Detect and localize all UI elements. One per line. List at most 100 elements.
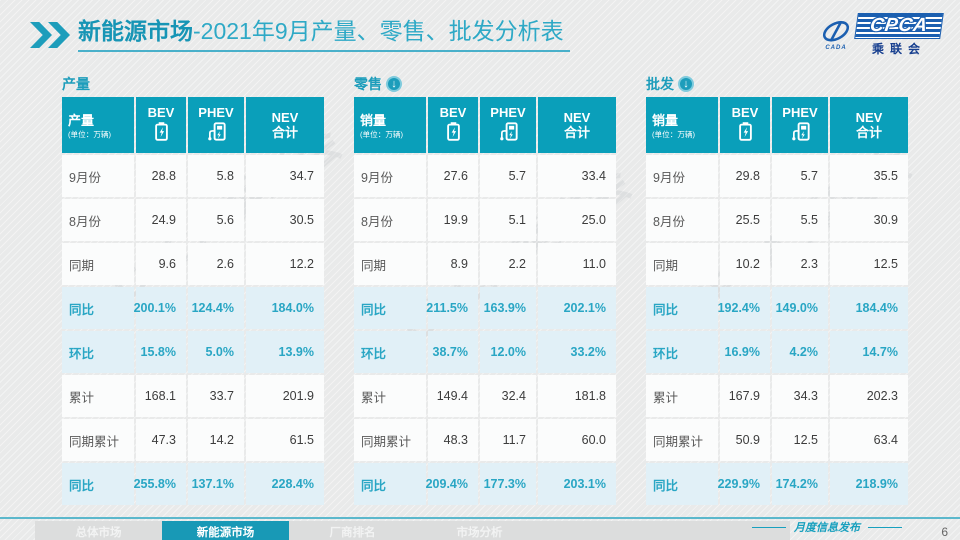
table-row: 同期 10.2 2.3 12.5: [646, 243, 911, 285]
footer-caption: 月度信息发布: [752, 519, 902, 535]
wholesale-section: 批发 ↓ 销量 (单位：万辆) BEV PHEV: [646, 74, 911, 507]
row-label: 累计: [646, 375, 718, 417]
charger-icon: [499, 121, 518, 146]
value-cell: 50.9: [720, 419, 770, 461]
value-cell: 218.9%: [830, 463, 908, 505]
value-cell: 200.1%: [134, 287, 186, 329]
table-row: 同期 8.9 2.2 11.0: [354, 243, 619, 285]
cpca-logo: CADA CPCA 乘联会: [821, 13, 944, 57]
row-label: 同期: [354, 243, 426, 285]
table-header-row: 产量 (单位：万辆) BEV PHEV NEV 合计: [62, 97, 327, 153]
table-row: 8月份 25.5 5.5 30.9: [646, 199, 911, 241]
table-row: 同期 9.6 2.6 12.2: [62, 243, 327, 285]
value-cell: 229.9%: [718, 463, 770, 505]
header-cell-bev: BEV: [428, 97, 478, 153]
table-row: 同期累计 47.3 14.2 61.5: [62, 419, 327, 461]
section-title-wholesale: 批发 ↓: [646, 74, 911, 94]
table-row: 累计 167.9 34.3 202.3: [646, 375, 911, 417]
table-row: 累计 168.1 33.7 201.9: [62, 375, 327, 417]
value-cell: 12.5: [830, 243, 908, 285]
value-cell: 124.4%: [188, 287, 244, 329]
value-cell: 38.7%: [428, 331, 478, 373]
table-row: 9月份 27.6 5.7 33.4: [354, 155, 619, 197]
row-label: 同期累计: [62, 419, 134, 461]
value-cell: 255.8%: [134, 463, 186, 505]
charger-icon: [207, 121, 226, 146]
table-row: 8月份 19.9 5.1 25.0: [354, 199, 619, 241]
header-cell-phev: PHEV: [772, 97, 828, 153]
value-cell: 61.5: [246, 419, 324, 461]
table-row: 环比 16.9% 4.2% 14.7%: [646, 331, 911, 373]
header-cell-nev: NEV 合计: [830, 97, 908, 153]
page-number: 6: [941, 525, 948, 539]
value-cell: 30.9: [830, 199, 908, 241]
row-label: 9月份: [646, 155, 718, 197]
table-row: 同期累计 48.3 11.7 60.0: [354, 419, 619, 461]
value-cell: 14.2: [188, 419, 244, 461]
table-row: 环比 15.8% 5.0% 13.9%: [62, 331, 327, 373]
value-cell: 8.9: [428, 243, 478, 285]
value-cell: 10.2: [720, 243, 770, 285]
value-cell: 27.6: [428, 155, 478, 197]
value-cell: 19.9: [428, 199, 478, 241]
table-row: 同比 200.1% 124.4% 184.0%: [62, 287, 327, 329]
value-cell: 25.5: [720, 199, 770, 241]
value-cell: 5.1: [480, 199, 536, 241]
page-title-bold: 新能源市场: [78, 18, 193, 44]
table-row: 同比 229.9% 174.2% 218.9%: [646, 463, 911, 505]
value-cell: 181.8: [538, 375, 616, 417]
double-chevron-icon: [30, 22, 70, 48]
table-row: 环比 38.7% 12.0% 33.2%: [354, 331, 619, 373]
value-cell: 2.6: [188, 243, 244, 285]
row-label: 8月份: [646, 199, 718, 241]
value-cell: 34.3: [772, 375, 828, 417]
value-cell: 32.4: [480, 375, 536, 417]
tables-area: 产量 产量 (单位：万辆) BEV PHEV: [62, 74, 911, 507]
table-row: 同比 255.8% 137.1% 228.4%: [62, 463, 327, 505]
value-cell: 11.7: [480, 419, 536, 461]
value-cell: 228.4%: [246, 463, 324, 505]
value-cell: 163.9%: [480, 287, 536, 329]
cpca-wordmark: CPCA: [854, 13, 944, 39]
battery-icon: [738, 121, 752, 146]
header-cell-label: 销量 (单位：万辆): [646, 97, 718, 153]
row-label: 同期累计: [646, 419, 718, 461]
value-cell: 2.2: [480, 243, 536, 285]
value-cell: 30.5: [246, 199, 324, 241]
value-cell: 11.0: [538, 243, 616, 285]
nav-tab-总体市场[interactable]: 总体市场: [75, 526, 122, 539]
row-label: 8月份: [354, 199, 426, 241]
section-title-retail: 零售 ↓: [354, 74, 619, 94]
value-cell: 14.7%: [830, 331, 908, 373]
nav-tab-新能源市场[interactable]: 新能源市场: [162, 521, 289, 540]
table-header-row: 销量 (单位：万辆) BEV PHEV NEV 合计: [646, 97, 911, 153]
value-cell: 28.8: [136, 155, 186, 197]
value-cell: 211.5%: [426, 287, 478, 329]
row-label: 环比: [646, 331, 718, 373]
value-cell: 184.4%: [830, 287, 908, 329]
down-arrow-icon: ↓: [678, 76, 694, 92]
header-cell-phev: PHEV: [480, 97, 536, 153]
value-cell: 201.9: [246, 375, 324, 417]
value-cell: 192.4%: [718, 287, 770, 329]
value-cell: 209.4%: [426, 463, 478, 505]
logo-sub-text: CADA: [825, 45, 847, 51]
battery-icon: [154, 121, 168, 146]
down-arrow-icon: ↓: [386, 76, 402, 92]
value-cell: 12.2: [246, 243, 324, 285]
row-label: 同比: [62, 287, 134, 329]
row-label: 同比: [354, 463, 426, 505]
nav-tab-厂商排名[interactable]: 厂商排名: [329, 526, 376, 539]
nav-tab-市场分析[interactable]: 市场分析: [456, 526, 503, 539]
value-cell: 16.9%: [720, 331, 770, 373]
header-cell-nev: NEV 合计: [246, 97, 324, 153]
value-cell: 48.3: [428, 419, 478, 461]
row-label: 同比: [354, 287, 426, 329]
value-cell: 4.2%: [772, 331, 828, 373]
production-section: 产量 产量 (单位：万辆) BEV PHEV: [62, 74, 327, 507]
org-name: 乘联会: [871, 42, 926, 56]
page-title: 新能源市场-2021年9月产量、零售、批发分析表: [78, 16, 570, 52]
row-label: 累计: [62, 375, 134, 417]
header-cell-bev: BEV: [720, 97, 770, 153]
